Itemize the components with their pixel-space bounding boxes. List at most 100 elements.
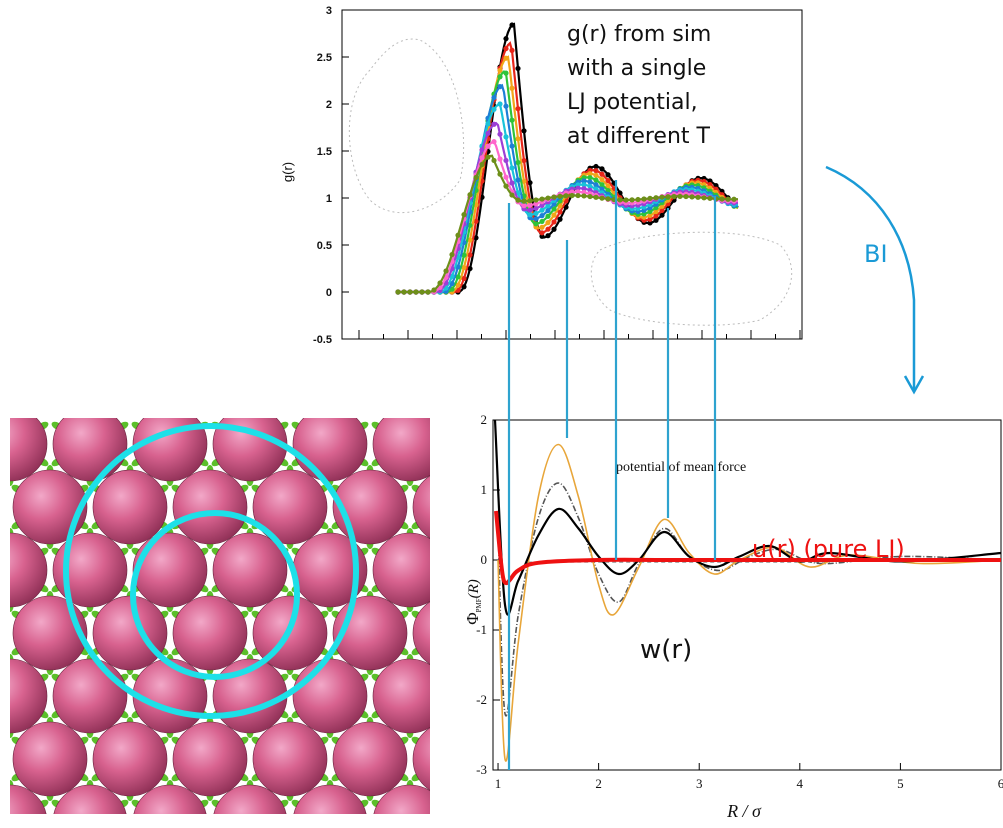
gr-point <box>455 274 461 280</box>
bond-marker <box>450 708 464 720</box>
particle-sphere <box>132 418 208 482</box>
particle-sphere <box>0 596 7 670</box>
gr-point <box>575 185 581 191</box>
gr-y-tick-label: -0.5 <box>313 334 332 346</box>
gr-note-line-1: g(r) from sim <box>567 22 711 47</box>
gr-point <box>515 177 521 183</box>
gr-point <box>587 183 593 189</box>
particle-sphere <box>132 532 208 608</box>
pmf-x-tick-label: 5 <box>897 776 904 791</box>
particle-sphere <box>493 596 567 670</box>
gr-point <box>545 207 551 214</box>
gr-y-tick-label: 2.5 <box>317 52 332 64</box>
particle-sphere <box>172 595 248 671</box>
gr-point <box>575 189 581 195</box>
gr-point <box>497 101 503 107</box>
gr-point <box>455 232 461 238</box>
pmf-title: potential of mean force <box>616 460 746 475</box>
gr-point <box>551 194 557 200</box>
bond-marker <box>167 402 174 414</box>
gr-point <box>503 36 509 42</box>
gr-point <box>701 195 707 201</box>
gr-point <box>407 289 413 295</box>
particle-snapshot <box>0 402 570 814</box>
gr-chart: 3 2.5 2 1.5 1 0.5 0 -0.5 g(r) g(r) from sim wit… <box>280 5 803 346</box>
gr-point <box>545 220 551 226</box>
gr-point <box>497 156 503 162</box>
gr-point <box>731 196 737 202</box>
bond-marker <box>447 789 454 801</box>
bond-marker <box>447 465 454 477</box>
pmf-x-tick-label: 1 <box>495 776 502 791</box>
gr-point <box>605 172 611 178</box>
particle-sphere <box>493 470 567 544</box>
gr-point <box>533 197 539 203</box>
gr-y-tick-label: 3 <box>326 5 332 17</box>
gr-point <box>629 197 635 203</box>
gr-point <box>659 212 665 218</box>
gr-point <box>533 221 539 227</box>
bond-marker <box>487 780 494 792</box>
bond-marker <box>516 672 530 684</box>
gr-point <box>695 194 701 200</box>
gr-point <box>569 192 575 199</box>
bond-marker <box>447 663 454 675</box>
gr-point <box>551 219 557 225</box>
pmf-y-tick-label: 1 <box>481 482 488 497</box>
bond-marker <box>516 456 530 468</box>
particle-sphere <box>293 784 367 814</box>
gr-point <box>515 197 521 203</box>
bond-marker <box>556 735 570 747</box>
gr-point <box>533 205 539 211</box>
gr-point <box>641 196 647 202</box>
gr-point <box>509 165 515 171</box>
gr-point <box>491 157 497 164</box>
particle-sphere <box>372 658 430 734</box>
gr-point <box>503 55 509 61</box>
gr-point <box>467 192 473 198</box>
gr-point <box>455 282 461 288</box>
gr-point <box>485 154 491 160</box>
gr-point <box>467 252 473 258</box>
bond-marker <box>516 708 530 720</box>
gr-x-ticks <box>358 330 801 339</box>
gr-point <box>545 213 551 219</box>
gr-point <box>647 220 653 226</box>
gr-point <box>659 207 665 214</box>
gr-point <box>647 216 653 222</box>
gr-point <box>581 182 587 188</box>
gr-point <box>551 226 557 232</box>
particle-sphere <box>133 784 207 814</box>
gr-point <box>491 94 497 101</box>
pmf-y-tick-label: -3 <box>476 762 487 777</box>
bond-marker <box>447 717 454 729</box>
gr-point <box>707 195 713 201</box>
particle-sphere <box>213 784 287 814</box>
gr-point <box>431 287 437 293</box>
pmf-x-axis: 1 2 3 4 5 6 <box>495 763 1003 791</box>
gr-point <box>497 131 503 137</box>
particle-sphere <box>332 721 408 797</box>
bi-label: BI <box>864 240 888 268</box>
bond-marker <box>447 537 454 549</box>
gr-point <box>443 268 449 274</box>
bi-arrow-path <box>825 165 916 390</box>
particle-sphere <box>172 469 248 545</box>
gr-point <box>539 218 545 225</box>
gr-y-label: g(r) <box>280 162 295 182</box>
gr-point <box>539 230 545 236</box>
bond-marker <box>476 645 490 657</box>
particle-sphere <box>0 470 7 544</box>
gr-y-tick-label: 1 <box>326 193 332 205</box>
bond-marker <box>487 600 494 612</box>
bond-marker <box>436 420 450 432</box>
gr-point <box>461 212 467 218</box>
bi-arrow: BI <box>825 165 925 395</box>
gr-point <box>509 143 515 149</box>
gr-point <box>527 198 533 204</box>
gr-point <box>557 203 563 209</box>
gr-point <box>515 106 521 112</box>
pmf-series-line <box>497 443 1002 762</box>
gr-point <box>533 201 539 207</box>
gr-point <box>419 289 425 295</box>
